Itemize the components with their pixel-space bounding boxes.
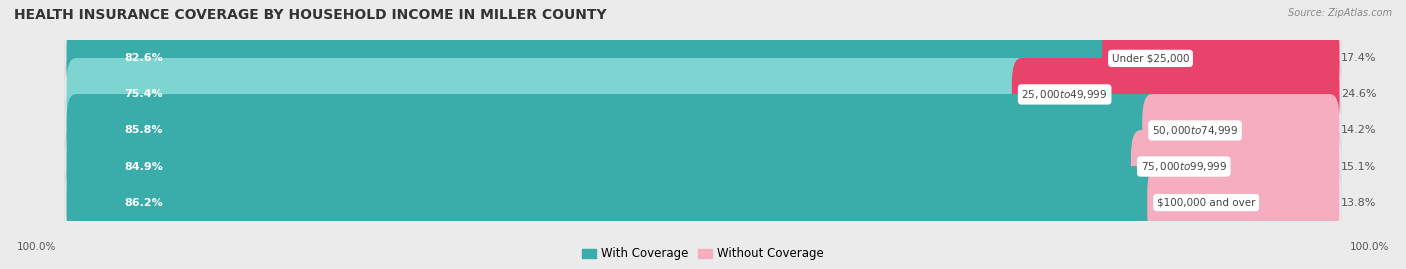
FancyBboxPatch shape (65, 124, 1341, 209)
FancyBboxPatch shape (1142, 94, 1340, 167)
FancyBboxPatch shape (65, 160, 1341, 245)
Text: 100.0%: 100.0% (1350, 242, 1389, 253)
Text: 14.2%: 14.2% (1341, 125, 1376, 136)
FancyBboxPatch shape (66, 166, 1167, 239)
FancyBboxPatch shape (1147, 166, 1340, 239)
Text: Source: ZipAtlas.com: Source: ZipAtlas.com (1288, 8, 1392, 18)
Text: 24.6%: 24.6% (1341, 89, 1376, 100)
Text: 15.1%: 15.1% (1341, 161, 1376, 172)
FancyBboxPatch shape (65, 52, 1341, 137)
FancyBboxPatch shape (65, 16, 1341, 101)
Text: 75.4%: 75.4% (124, 89, 163, 100)
Text: $50,000 to $74,999: $50,000 to $74,999 (1152, 124, 1239, 137)
Text: 17.4%: 17.4% (1341, 53, 1376, 63)
FancyBboxPatch shape (66, 130, 1150, 203)
Text: $100,000 and over: $100,000 and over (1157, 197, 1256, 208)
Text: $25,000 to $49,999: $25,000 to $49,999 (1022, 88, 1108, 101)
FancyBboxPatch shape (1012, 58, 1340, 131)
Text: $75,000 to $99,999: $75,000 to $99,999 (1140, 160, 1227, 173)
Text: 100.0%: 100.0% (17, 242, 56, 253)
FancyBboxPatch shape (1102, 22, 1340, 95)
FancyBboxPatch shape (66, 94, 1161, 167)
FancyBboxPatch shape (66, 22, 1122, 95)
Text: HEALTH INSURANCE COVERAGE BY HOUSEHOLD INCOME IN MILLER COUNTY: HEALTH INSURANCE COVERAGE BY HOUSEHOLD I… (14, 8, 606, 22)
Text: Under $25,000: Under $25,000 (1112, 53, 1189, 63)
Text: 85.8%: 85.8% (124, 125, 163, 136)
Text: 82.6%: 82.6% (124, 53, 163, 63)
Legend: With Coverage, Without Coverage: With Coverage, Without Coverage (578, 243, 828, 265)
FancyBboxPatch shape (1130, 130, 1340, 203)
FancyBboxPatch shape (66, 58, 1031, 131)
FancyBboxPatch shape (65, 88, 1341, 173)
Text: 13.8%: 13.8% (1341, 197, 1376, 208)
Text: 86.2%: 86.2% (124, 197, 163, 208)
Text: 84.9%: 84.9% (124, 161, 163, 172)
